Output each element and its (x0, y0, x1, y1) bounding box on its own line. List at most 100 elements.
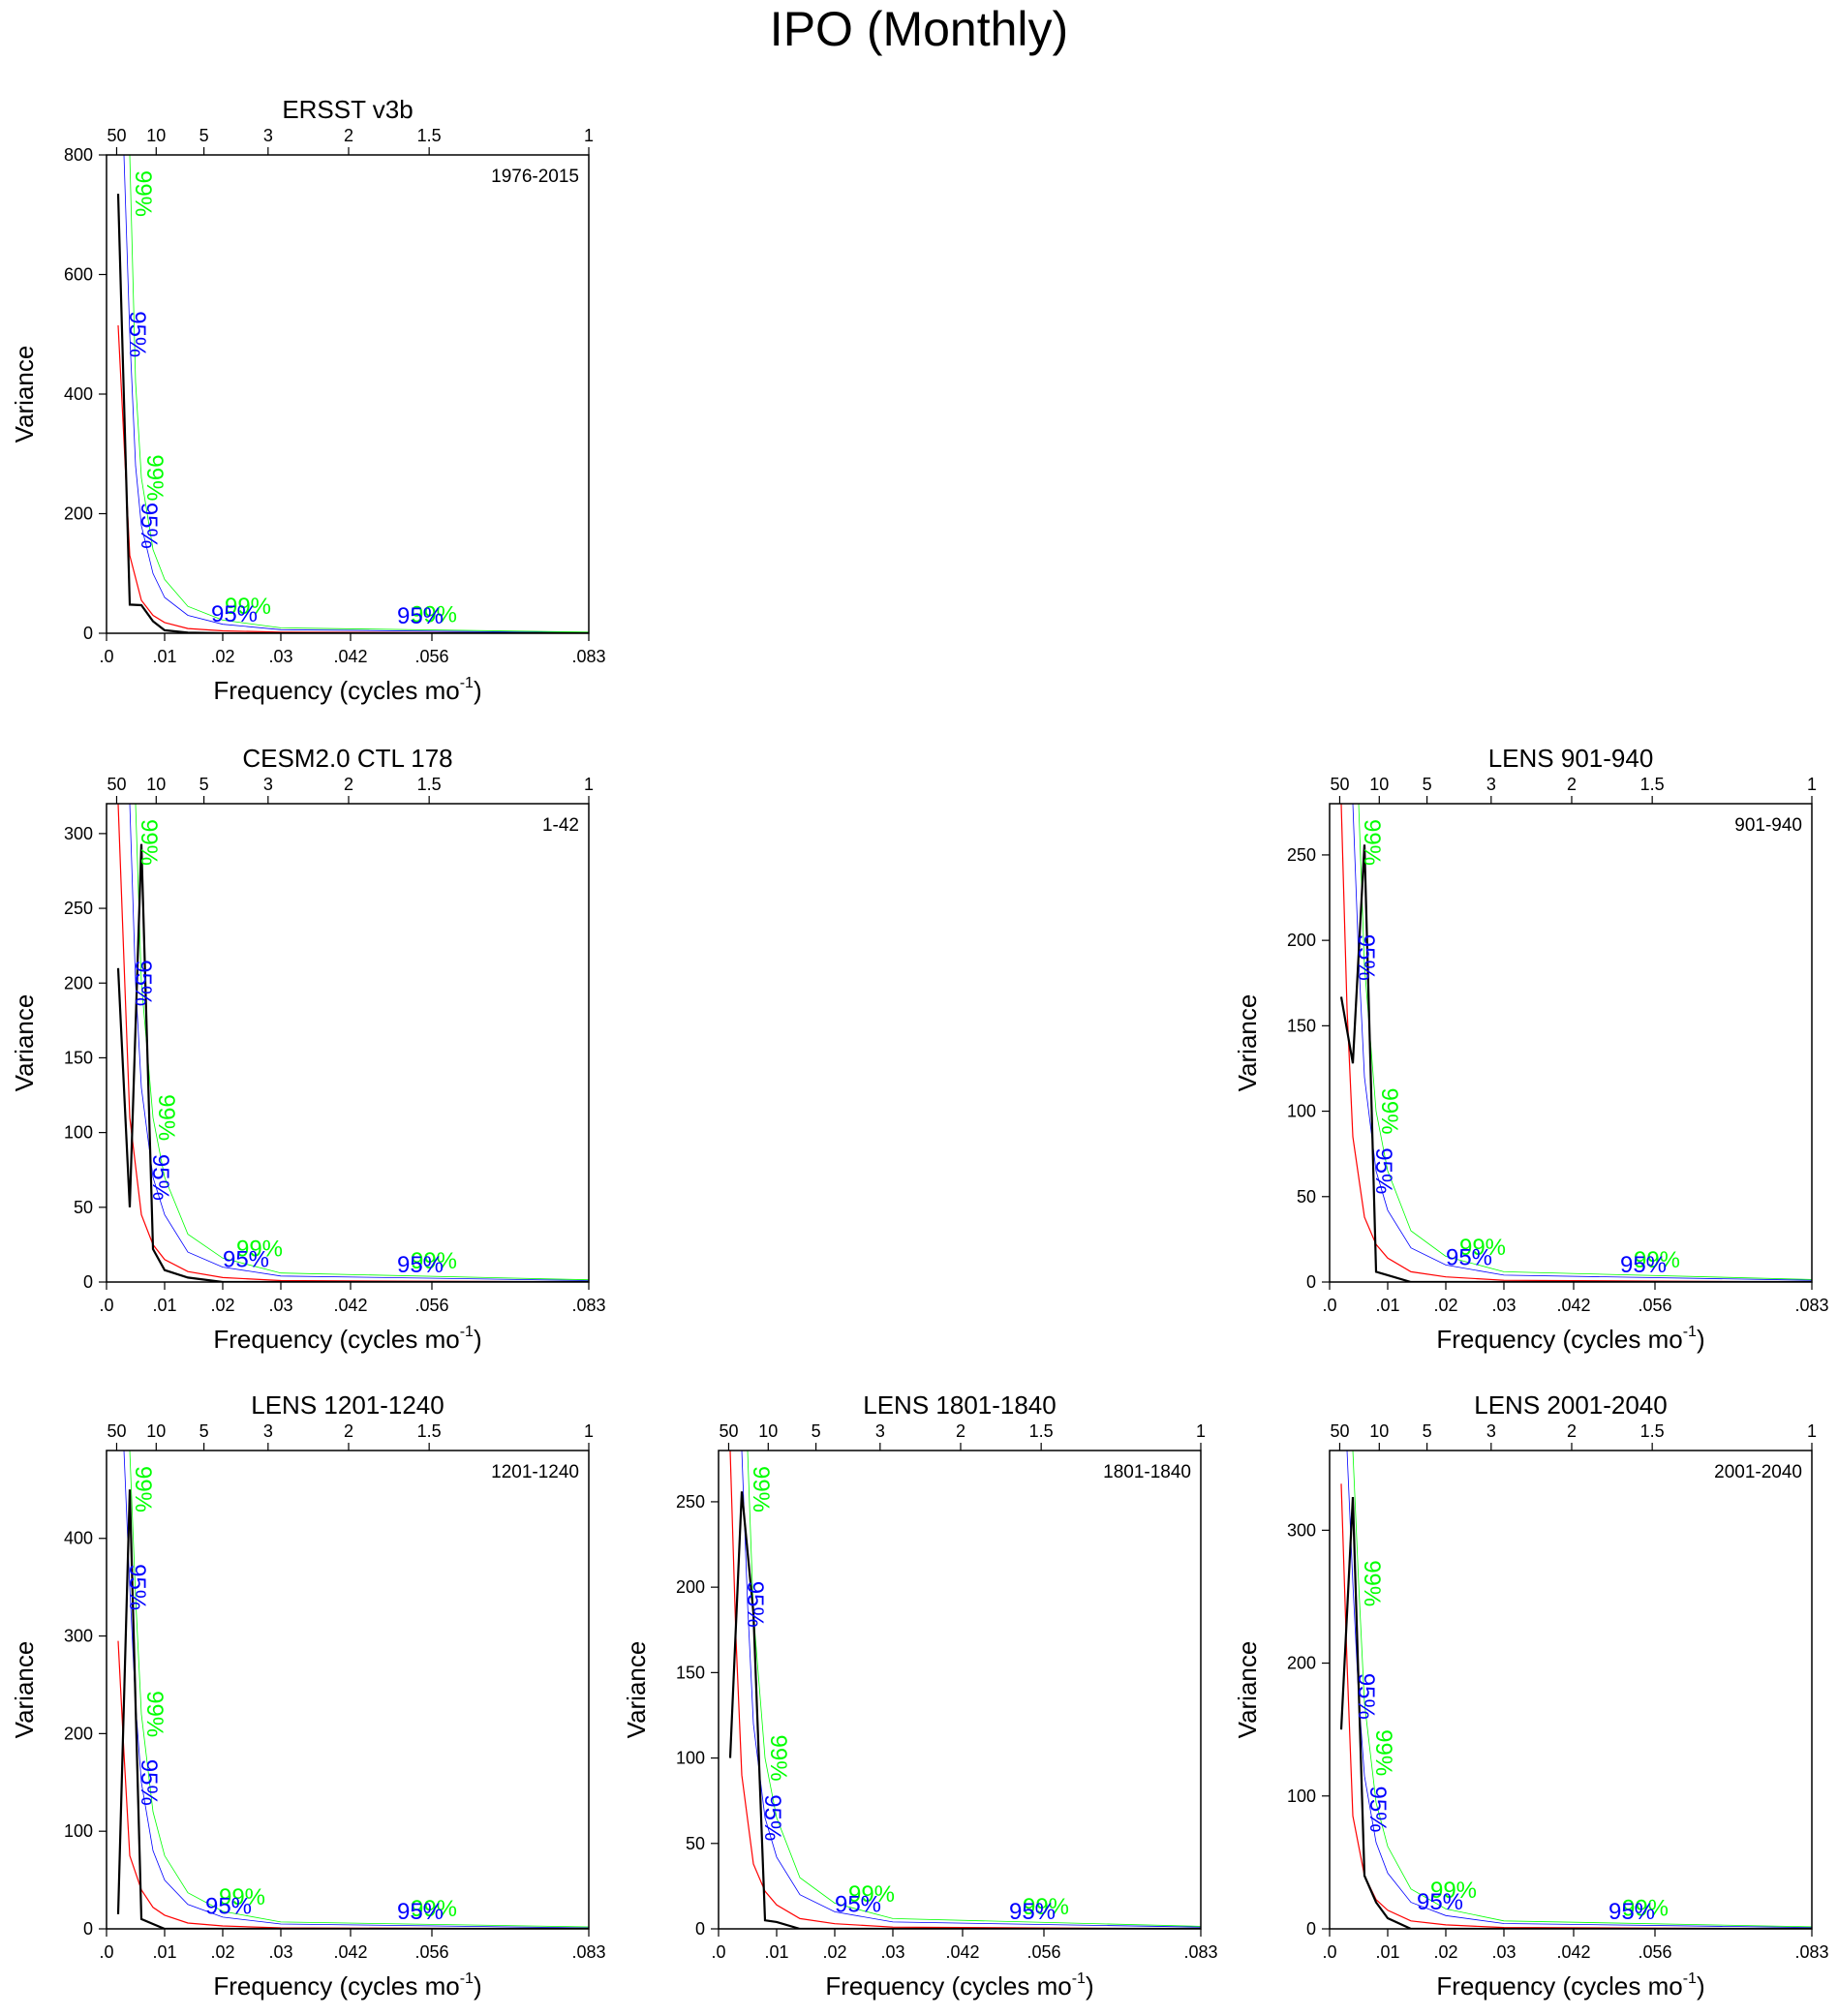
series-line-red_noise (117, 324, 589, 633)
x-axis-label: Frequency (cycles mo-1) (1436, 1324, 1704, 1354)
panel-4: 99%95%99%95%99%95% 99%95%0100200300400.0.… (10, 1390, 606, 2001)
y-tick-label: 400 (64, 1529, 93, 1548)
x-axis-label: Frequency (cycles mo-1) (213, 1970, 481, 2001)
y-axis-label: Variance (1233, 1641, 1262, 1739)
y-tick-label: 100 (64, 1123, 93, 1143)
x-tick-label: .042 (1556, 1296, 1590, 1315)
y-tick-label: 0 (1306, 1919, 1316, 1939)
y-axis-label: Variance (622, 1641, 651, 1739)
panel-title: ERSST v3b (282, 95, 413, 124)
y-axis-label: Variance (1233, 994, 1262, 1092)
series-line-95pct (123, 1451, 589, 1929)
y-tick-label: 100 (676, 1749, 705, 1768)
x-tick-label: .01 (152, 1942, 176, 1962)
series-line-99pct (124, 1451, 589, 1928)
ci-99-label: 99% (153, 1094, 179, 1141)
x-tick-label: .01 (1375, 1942, 1399, 1962)
y-tick-label: 200 (64, 1724, 93, 1743)
y-tick-label: 0 (83, 1272, 93, 1292)
y-tick-label: 0 (1306, 1272, 1316, 1292)
panel-title: CESM2.0 CTL 178 (242, 744, 452, 773)
period-tick-label: 3 (263, 775, 273, 794)
x-tick-label: .083 (1794, 1942, 1828, 1962)
series-line-spectrum (1339, 844, 1812, 1282)
period-tick-label: 5 (199, 775, 209, 794)
ci-99-label: 99% (1370, 1729, 1396, 1776)
series-line-spectrum (116, 1489, 589, 1929)
ci-95-label: 95% (1370, 1147, 1396, 1194)
period-tick-label: 2 (1567, 775, 1577, 794)
series-line-red_noise (1340, 804, 1812, 1282)
y-tick-label: 150 (64, 1048, 93, 1067)
panel-3: 99%95%99%95%99%95% 99%95%050100150200250.… (1233, 744, 1829, 1354)
y-axis-label: Variance (10, 346, 39, 443)
y-tick-label: 100 (1287, 1787, 1316, 1806)
ci-95-label: 95% (223, 1246, 269, 1272)
ci-95-label: 95% (124, 311, 150, 357)
ci-95-label: 95% (397, 1252, 444, 1278)
period-tick-label: 50 (1330, 1421, 1349, 1441)
ci-95-label: 95% (1608, 1899, 1655, 1925)
y-tick-label: 100 (1287, 1102, 1316, 1121)
x-tick-label: .042 (333, 1942, 367, 1962)
period-tick-label: 10 (146, 1421, 166, 1441)
period-tick-label: 3 (875, 1421, 885, 1441)
y-tick-label: 250 (676, 1492, 705, 1512)
ci-95-label: 95% (1353, 1673, 1379, 1720)
period-tick-label: 5 (1423, 1421, 1432, 1441)
period-tick-label: 1.5 (417, 775, 442, 794)
x-tick-label: .056 (1026, 1942, 1060, 1962)
period-tick-label: 50 (1330, 775, 1349, 794)
panel-title: LENS 1801-1840 (863, 1390, 1056, 1420)
y-tick-label: 150 (676, 1663, 705, 1682)
ci-99-label: 99% (411, 601, 457, 627)
period-tick-label: 50 (107, 775, 126, 794)
period-annotation: 1-42 (542, 815, 579, 836)
x-tick-label: .0 (99, 1942, 113, 1962)
period-tick-label: 5 (812, 1421, 821, 1441)
series-line-99pct (736, 1451, 1201, 1927)
plot-frame (106, 1450, 590, 1930)
x-tick-label: .03 (1491, 1296, 1516, 1315)
x-axis-label: Frequency (cycles mo-1) (213, 1324, 481, 1354)
series-line-95pct (124, 804, 589, 1281)
ci-99-label: 99% (411, 1896, 457, 1922)
series-line-red_noise (117, 1640, 589, 1929)
x-tick-label: .0 (1322, 1296, 1336, 1315)
plot-frame (718, 1450, 1202, 1930)
y-tick-label: 200 (64, 504, 93, 524)
series-line-spectrum (1339, 1496, 1812, 1929)
x-tick-label: .02 (210, 1942, 234, 1962)
y-tick-label: 0 (695, 1919, 705, 1939)
ci-95-label: 95% (205, 1894, 252, 1920)
x-axis-label: Frequency (cycles mo-1) (825, 1970, 1093, 2001)
series-line-95pct (1347, 804, 1812, 1281)
period-tick-label: 10 (1369, 775, 1389, 794)
ci-95-label: 95% (124, 1564, 150, 1610)
series-line-red_noise (117, 804, 589, 1282)
ci-99-label: 99% (141, 1691, 168, 1737)
x-tick-label: .083 (571, 1296, 605, 1315)
y-tick-label: 400 (64, 384, 93, 404)
ci-95-label: 95% (1446, 1245, 1492, 1271)
ci-99-label: 99% (236, 1236, 283, 1262)
ci-99-label: 99% (225, 594, 271, 620)
ci-99-label: 99% (848, 1881, 895, 1908)
ci-95-label: 95% (211, 601, 258, 627)
ci-95-label: 95% (397, 603, 444, 629)
ci-99-label: 99% (136, 819, 162, 866)
ci-99-label: 99% (1359, 819, 1385, 866)
ci-99-label: 99% (1622, 1895, 1669, 1921)
x-axis-label: Frequency (cycles mo-1) (213, 675, 481, 705)
period-annotation: 1801-1840 (1103, 1462, 1191, 1482)
ci-95-label: 95% (147, 1154, 173, 1201)
ci-99-label: 99% (1376, 1088, 1402, 1135)
ci-95-label: 95% (1620, 1252, 1667, 1278)
ci-95-label: 95% (1353, 934, 1379, 981)
y-tick-label: 0 (83, 624, 93, 643)
series-line-red_noise (1340, 1483, 1812, 1929)
x-tick-label: .03 (268, 1942, 292, 1962)
series-line-spectrum (116, 194, 589, 633)
panel-title: LENS 901-940 (1488, 744, 1654, 773)
